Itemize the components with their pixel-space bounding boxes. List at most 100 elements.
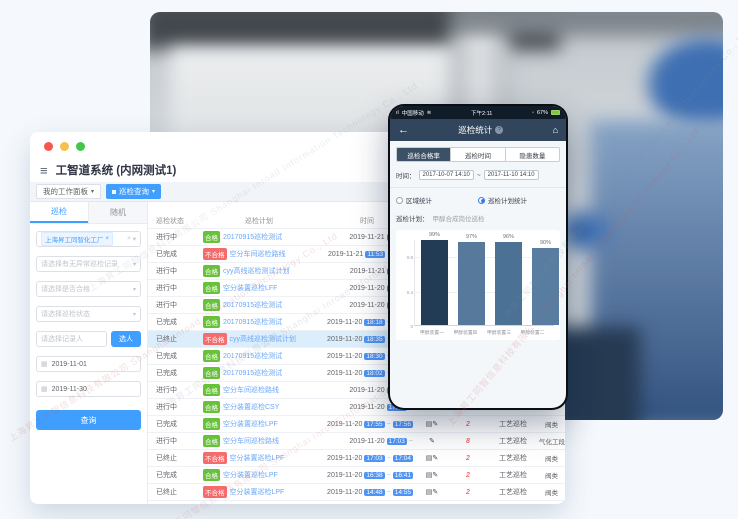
close-window-button[interactable]: [44, 142, 53, 151]
inspection-area-text: 阀类: [545, 422, 558, 429]
date-text: 2019-11-21: [328, 250, 364, 258]
result-badge: 合格: [203, 299, 220, 311]
sidebar-tab-random[interactable]: 随机: [88, 202, 147, 223]
time-to-input[interactable]: 2017-11-10 14:10: [483, 170, 539, 180]
zoom-window-button[interactable]: [76, 142, 85, 151]
menu-icon[interactable]: ≡: [40, 162, 48, 178]
edit-icon[interactable]: ✎: [432, 421, 439, 428]
missed-count: 2: [466, 471, 470, 479]
divider: [390, 187, 566, 188]
phone-nav-bar: ← 巡检统计 ? ⌂: [390, 119, 566, 141]
radio-area-label: 区域统计: [406, 198, 432, 205]
result-badge: 合格: [203, 384, 220, 396]
battery-percent: 67%: [536, 109, 548, 116]
date-start-input[interactable]: ▦ 2019-11-01: [36, 356, 141, 372]
report-icon[interactable]: ▤: [425, 455, 433, 462]
home-icon[interactable]: ⌂: [552, 125, 558, 135]
x-tick-label: 甲醇装置一班: [420, 331, 444, 336]
plan-cell: 不合格 空分车间巡检路线: [200, 248, 318, 260]
table-header-cell: 巡检计划: [245, 218, 273, 225]
edit-icon[interactable]: ✎: [432, 455, 439, 462]
tab-inspection-query[interactable]: 巡检查询 ▾: [106, 184, 162, 199]
result-badge: 不合格: [203, 452, 227, 464]
y-tick-label: 0.8: [406, 255, 413, 261]
radio-selected-icon: [478, 196, 485, 204]
result-badge: 合格: [203, 231, 220, 243]
y-tick-label: 0.4: [406, 289, 413, 295]
info-icon[interactable]: ?: [495, 126, 504, 134]
plan-link[interactable]: 空分车间巡检路线: [229, 251, 286, 258]
result-badge: 不合格: [203, 248, 227, 260]
wifi-icon: ≋: [426, 109, 432, 116]
chevron-down-icon: ▾: [91, 189, 95, 195]
table-row[interactable]: 已完成 合格 空分装置巡检LPF 2019-11-20 16:38 ~16:41 ▤✎ 2 工艺…: [148, 467, 565, 484]
time-from-input[interactable]: 2017-10-07 14:10: [418, 170, 474, 180]
time-filter-row: 时间： 2017-10-07 14:10 ~ 2017-11-10 14:10: [396, 170, 560, 180]
plan-link[interactable]: 20170915巡检测试: [223, 370, 283, 377]
edit-icon[interactable]: ✎: [432, 489, 439, 496]
query-button[interactable]: 查询: [36, 410, 141, 430]
radio-area-stats[interactable]: 区域统计: [396, 195, 478, 205]
tab-workspace[interactable]: 我的工作面板 ▾: [36, 184, 102, 199]
filter-dropdown-1[interactable]: 请选择有无异常巡检记录 ▾: [36, 256, 141, 272]
stat-mode-radios: 区域统计 巡检计划统计: [396, 195, 560, 205]
phone-page-title: 巡检统计 ?: [409, 124, 553, 136]
report-icon[interactable]: ▤: [425, 421, 433, 428]
plan-link[interactable]: 空分装置巡检LPF: [229, 455, 285, 462]
table-row[interactable]: 已终止 不合格 空分装置巡检LPF 2019-11-20 17:03 ~17:04 ▤✎ 2 工…: [148, 450, 565, 467]
back-arrow-icon[interactable]: ←: [398, 124, 409, 136]
plan-link[interactable]: 20170915巡检测试: [223, 319, 283, 326]
plan-link[interactable]: 空分装置巡检LPF: [223, 421, 278, 428]
inspection-type-text: 工艺巡检: [499, 421, 527, 428]
status-text: 进行中: [156, 438, 177, 445]
pick-person-button[interactable]: 选人: [111, 331, 141, 347]
report-icon[interactable]: ▤: [425, 489, 433, 496]
table-row[interactable]: 进行中 合格 空分车间巡检路线 2019-11-20 17:03 ~ ✎ 8 工艺巡检 气化工段: [148, 433, 565, 450]
segment-tab-2[interactable]: 巡检时间: [450, 148, 505, 161]
table-row[interactable]: 已完成 合格 空分装置巡检LPF 2019-11-20 17:55 ~17:56 ▤✎ 2 工艺…: [148, 416, 565, 433]
time-chip-start: 18:02: [364, 369, 385, 377]
time-chip-end: 17:56: [392, 420, 413, 428]
segment-tab-3[interactable]: 隐患数量: [504, 148, 559, 161]
plan-link[interactable]: 空分装置巡检LPF: [223, 472, 278, 479]
date-end-value: 2019-11-30: [51, 385, 87, 393]
plan-link[interactable]: 空分车间巡检路线: [223, 438, 279, 445]
date-end-input[interactable]: ▦ 2019-11-30: [36, 381, 141, 397]
window-traffic-lights[interactable]: [44, 142, 85, 151]
plan-link[interactable]: 20170915巡检测试: [223, 353, 283, 360]
plan-link[interactable]: cyy高线巡检测试计划: [229, 336, 297, 343]
remove-tag-icon[interactable]: ×: [105, 236, 110, 242]
plan-link[interactable]: cyy高线巡检测试计划: [223, 268, 290, 275]
plan-picker-row: 巡检计划： 甲醇合成岗位巡检: [396, 213, 560, 223]
filter-dropdown-3[interactable]: 请选择巡检状态 ▾: [36, 306, 141, 322]
time-chip-end: 14:55: [392, 488, 413, 496]
select-controls: × ▾: [127, 235, 136, 243]
battery-icon: [551, 110, 560, 115]
filter-dropdown-2[interactable]: 请选择是否合格 ▾: [36, 281, 141, 297]
plan-picker-value[interactable]: 甲醇合成岗位巡检: [432, 216, 485, 223]
segment-tab-1[interactable]: 巡检合格率: [397, 148, 451, 161]
recorder-input[interactable]: 请选择记录人: [36, 331, 107, 347]
factory-select[interactable]: 上海昇工同智化工厂 × × ▾: [36, 231, 141, 247]
table-row[interactable]: 已终止 不合格 空分装置巡检LPF 2019-11-20 14:48 ~14:55 ▤✎ 2 工…: [148, 484, 565, 501]
plan-link[interactable]: 20170915巡检测试: [223, 302, 283, 309]
plan-link[interactable]: 20170915巡检测试: [223, 234, 283, 241]
signal-icon: ıl: [396, 109, 399, 116]
inspection-area-text: 阀类: [545, 456, 558, 463]
clear-select-icon[interactable]: ×: [126, 235, 131, 242]
edit-icon[interactable]: ✎: [429, 438, 435, 445]
status-text: 已终止: [156, 455, 177, 462]
plan-link[interactable]: 空分装置巡检LPF: [229, 489, 285, 496]
recorder-placeholder: 请选择记录人: [41, 336, 83, 343]
edit-icon[interactable]: ✎: [432, 472, 439, 479]
phone-status-bar: ıl 中国移动 ≋ 下午2:11 ◦ 67%: [390, 106, 566, 119]
plan-link[interactable]: 空分车间巡检路线: [223, 387, 279, 394]
plan-cell: 合格 空分车间巡检路线: [200, 384, 318, 396]
minimize-window-button[interactable]: [60, 142, 69, 151]
report-icon[interactable]: ▤: [425, 472, 433, 479]
radio-plan-stats[interactable]: 巡检计划统计: [478, 195, 560, 205]
inspection-type-text: 工艺巡检: [499, 489, 527, 496]
plan-link[interactable]: 空分装置巡检CSY: [223, 404, 280, 411]
sidebar-tab-inspection[interactable]: 巡检: [30, 202, 88, 223]
plan-link[interactable]: 空分装置巡检LFF: [223, 285, 278, 292]
